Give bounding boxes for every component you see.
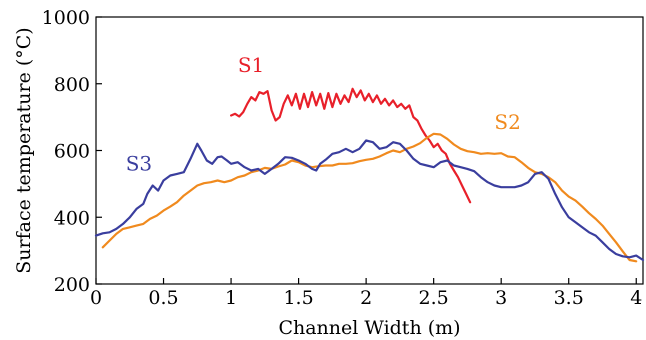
y-tick-label: 200: [54, 274, 90, 296]
x-tick-label: 4: [630, 287, 642, 309]
plot-area: [94, 16, 645, 285]
x-tick-label: 2.5: [419, 287, 449, 309]
x-tick-label: 1: [225, 287, 237, 309]
x-tick-label: 3: [495, 287, 507, 309]
x-tick-label: 0: [90, 287, 102, 309]
y-tick-label: 1000: [42, 7, 90, 29]
series-layer: [94, 87, 645, 263]
y-tick-label: 800: [54, 74, 90, 96]
x-axis-title: Channel Width (m): [278, 317, 460, 339]
series-line-s1: [230, 87, 472, 204]
plot-frame: [95, 16, 644, 285]
y-axis: 200 400 600 800 1000: [42, 7, 102, 296]
y-tick-label: 600: [54, 141, 90, 163]
series-label-s1: S1: [238, 53, 264, 77]
series-label-s3: S3: [126, 152, 152, 176]
series-label-s2: S2: [494, 110, 520, 134]
y-tick-label: 400: [54, 207, 90, 229]
series-labels: S1 S2 S3: [126, 53, 521, 175]
x-axis: 0 0.5 1 1.5 2 2.5 3 3.5 4: [90, 278, 642, 309]
x-tick-label: 3.5: [554, 287, 584, 309]
y-axis-title: Surface temperature (°C): [13, 27, 35, 273]
x-tick-label: 2: [360, 287, 372, 309]
x-tick-label: 0.5: [148, 287, 178, 309]
series-line-s3: [94, 139, 645, 262]
x-tick-label: 1.5: [283, 287, 313, 309]
